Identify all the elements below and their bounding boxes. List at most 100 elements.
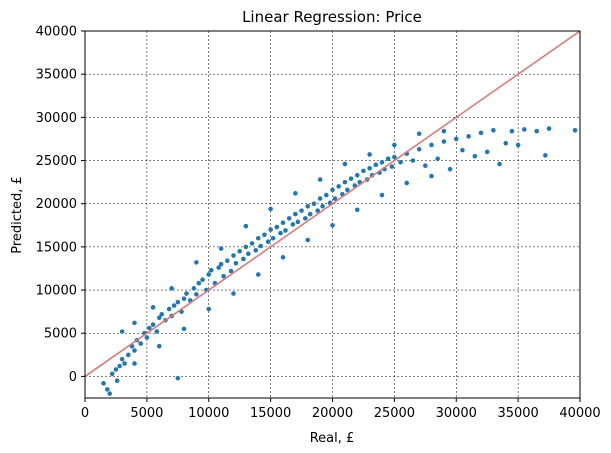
data-point bbox=[361, 168, 366, 174]
data-point bbox=[194, 260, 199, 265]
data-point bbox=[429, 142, 434, 148]
data-point bbox=[398, 159, 403, 165]
data-point bbox=[534, 128, 539, 134]
data-point bbox=[104, 387, 110, 392]
data-point bbox=[109, 371, 115, 377]
data-point bbox=[379, 192, 385, 198]
plot-area bbox=[85, 31, 580, 398]
y-tick-label: 30000 bbox=[36, 111, 77, 126]
data-point bbox=[460, 147, 465, 153]
data-point bbox=[515, 142, 521, 148]
data-point bbox=[423, 163, 428, 169]
data-point bbox=[299, 208, 304, 213]
data-point bbox=[315, 208, 320, 213]
x-tick-label: 20000 bbox=[312, 406, 353, 421]
data-point bbox=[268, 227, 273, 232]
data-point bbox=[342, 179, 348, 185]
data-point bbox=[233, 260, 239, 266]
data-point bbox=[218, 246, 224, 251]
data-point bbox=[194, 292, 199, 297]
x-axis-ticks: 0 5000 10000 15000 20000 25000 30000 35000 40000 bbox=[81, 398, 601, 421]
data-point bbox=[206, 272, 212, 277]
y-tick-label: 5000 bbox=[44, 327, 77, 342]
y-tick-label: 0 bbox=[69, 370, 77, 385]
data-point bbox=[216, 265, 221, 270]
data-point bbox=[317, 196, 323, 201]
data-point bbox=[154, 329, 160, 334]
data-point bbox=[274, 224, 280, 230]
data-point bbox=[156, 315, 162, 320]
x-tick-label: 5000 bbox=[130, 406, 163, 421]
data-point bbox=[249, 241, 255, 246]
data-point bbox=[175, 375, 181, 381]
data-point bbox=[218, 261, 224, 267]
data-point bbox=[472, 153, 478, 159]
data-point bbox=[159, 311, 165, 317]
data-point bbox=[241, 256, 246, 262]
x-tick-label: 35000 bbox=[497, 406, 538, 421]
data-point bbox=[228, 268, 234, 274]
data-point bbox=[379, 159, 385, 165]
data-point bbox=[196, 280, 202, 286]
data-point bbox=[255, 272, 261, 277]
data-point bbox=[280, 254, 286, 260]
data-point bbox=[208, 267, 214, 273]
data-point bbox=[181, 296, 187, 301]
x-tick-label: 40000 bbox=[559, 406, 600, 421]
data-point bbox=[278, 230, 283, 236]
data-point bbox=[119, 329, 125, 334]
data-point bbox=[367, 152, 372, 157]
plot-background bbox=[85, 31, 580, 398]
data-point bbox=[156, 343, 162, 349]
data-point bbox=[191, 286, 197, 291]
data-point bbox=[221, 273, 226, 279]
data-point bbox=[169, 286, 174, 291]
data-point bbox=[144, 335, 150, 340]
data-point bbox=[336, 184, 341, 189]
data-point bbox=[447, 166, 453, 172]
data-point bbox=[166, 306, 172, 312]
data-point bbox=[522, 127, 527, 132]
data-point bbox=[237, 248, 242, 254]
data-point bbox=[302, 216, 308, 221]
data-point bbox=[150, 322, 156, 327]
y-tick-label: 40000 bbox=[36, 25, 77, 40]
data-point bbox=[255, 235, 261, 241]
data-point bbox=[367, 166, 372, 171]
y-tick-label: 15000 bbox=[36, 240, 77, 255]
data-point bbox=[441, 128, 447, 134]
data-point bbox=[147, 325, 152, 331]
data-point bbox=[416, 131, 422, 137]
data-point bbox=[138, 341, 143, 346]
data-point bbox=[262, 232, 267, 238]
data-points bbox=[101, 126, 578, 396]
data-point bbox=[354, 207, 360, 213]
data-point bbox=[348, 176, 354, 181]
data-point bbox=[466, 134, 471, 139]
data-point bbox=[117, 363, 122, 369]
data-point bbox=[497, 161, 502, 167]
data-point bbox=[373, 162, 379, 168]
data-point bbox=[107, 391, 113, 396]
data-point bbox=[543, 153, 548, 158]
data-point bbox=[305, 203, 311, 209]
data-point bbox=[416, 147, 422, 152]
data-point bbox=[410, 158, 416, 163]
data-point bbox=[311, 201, 317, 207]
data-point bbox=[132, 361, 137, 366]
data-point bbox=[295, 219, 301, 225]
data-point bbox=[320, 203, 325, 209]
data-point bbox=[258, 243, 264, 249]
data-point bbox=[132, 320, 137, 326]
data-point bbox=[101, 381, 106, 386]
data-point bbox=[330, 187, 335, 193]
reference-line bbox=[85, 31, 580, 378]
data-point bbox=[290, 222, 296, 227]
data-point bbox=[546, 126, 552, 131]
reference-line-path bbox=[85, 31, 580, 378]
data-point bbox=[503, 140, 509, 146]
y-tick-label: 25000 bbox=[36, 154, 77, 169]
data-point bbox=[330, 222, 335, 228]
data-point bbox=[509, 128, 515, 134]
